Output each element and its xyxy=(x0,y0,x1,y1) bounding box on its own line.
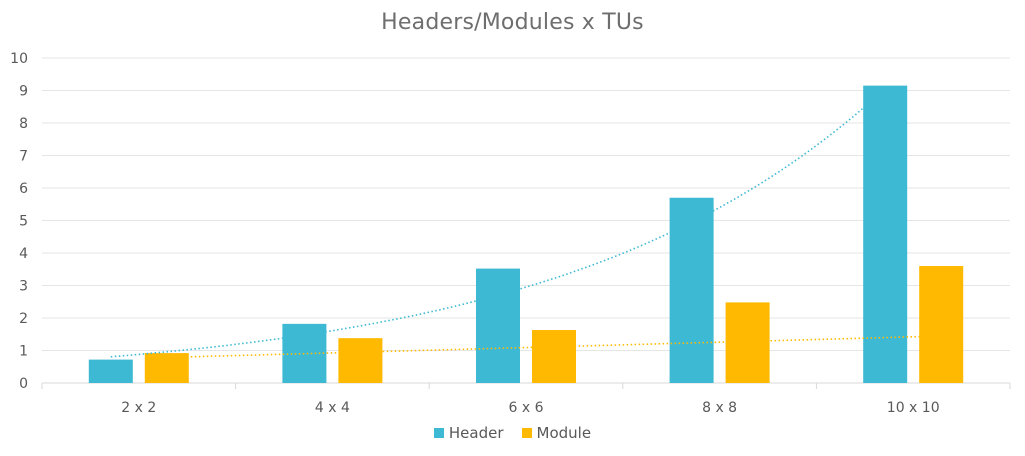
y-tick-label: 10 xyxy=(10,51,28,67)
x-tick-label: 4 x 4 xyxy=(315,400,350,416)
bar-module xyxy=(725,302,770,383)
x-tick-label: 8 x 8 xyxy=(702,400,737,416)
bar-module xyxy=(919,266,964,383)
legend-label-header: Header xyxy=(448,424,504,442)
y-tick-label: 7 xyxy=(19,149,28,165)
bar-header xyxy=(476,268,520,383)
bar-header xyxy=(669,197,714,383)
legend-item-module[interactable]: Module xyxy=(521,424,592,442)
bar-header xyxy=(88,359,133,383)
legend-swatch-header xyxy=(433,428,444,438)
bar-module xyxy=(144,353,189,383)
legend: Header Module xyxy=(0,424,1025,442)
y-tick-label: 0 xyxy=(19,376,28,392)
chart-title: Headers/Modules x TUs xyxy=(381,10,644,35)
y-tick-label: 3 xyxy=(19,279,28,295)
bar-module xyxy=(338,338,383,383)
y-tick-label: 6 xyxy=(19,181,28,197)
bar-module xyxy=(532,330,576,383)
legend-item-header[interactable]: Header xyxy=(433,424,504,442)
legend-label-module: Module xyxy=(536,424,592,442)
x-tick-label: 6 x 6 xyxy=(509,400,544,416)
y-tick-label: 8 xyxy=(19,116,28,132)
bar-header xyxy=(863,85,908,383)
x-tick-label: 10 x 10 xyxy=(887,400,940,416)
trendline-module xyxy=(166,335,942,359)
legend-swatch-module xyxy=(521,428,532,438)
y-tick-label: 5 xyxy=(19,214,28,230)
trendline-header xyxy=(110,87,886,358)
y-tick-label: 4 xyxy=(19,246,28,262)
y-tick-label: 2 xyxy=(19,311,28,327)
y-tick-label: 9 xyxy=(19,84,28,100)
y-tick-label: 1 xyxy=(19,344,28,360)
x-tick-label: 2 x 2 xyxy=(121,400,156,416)
